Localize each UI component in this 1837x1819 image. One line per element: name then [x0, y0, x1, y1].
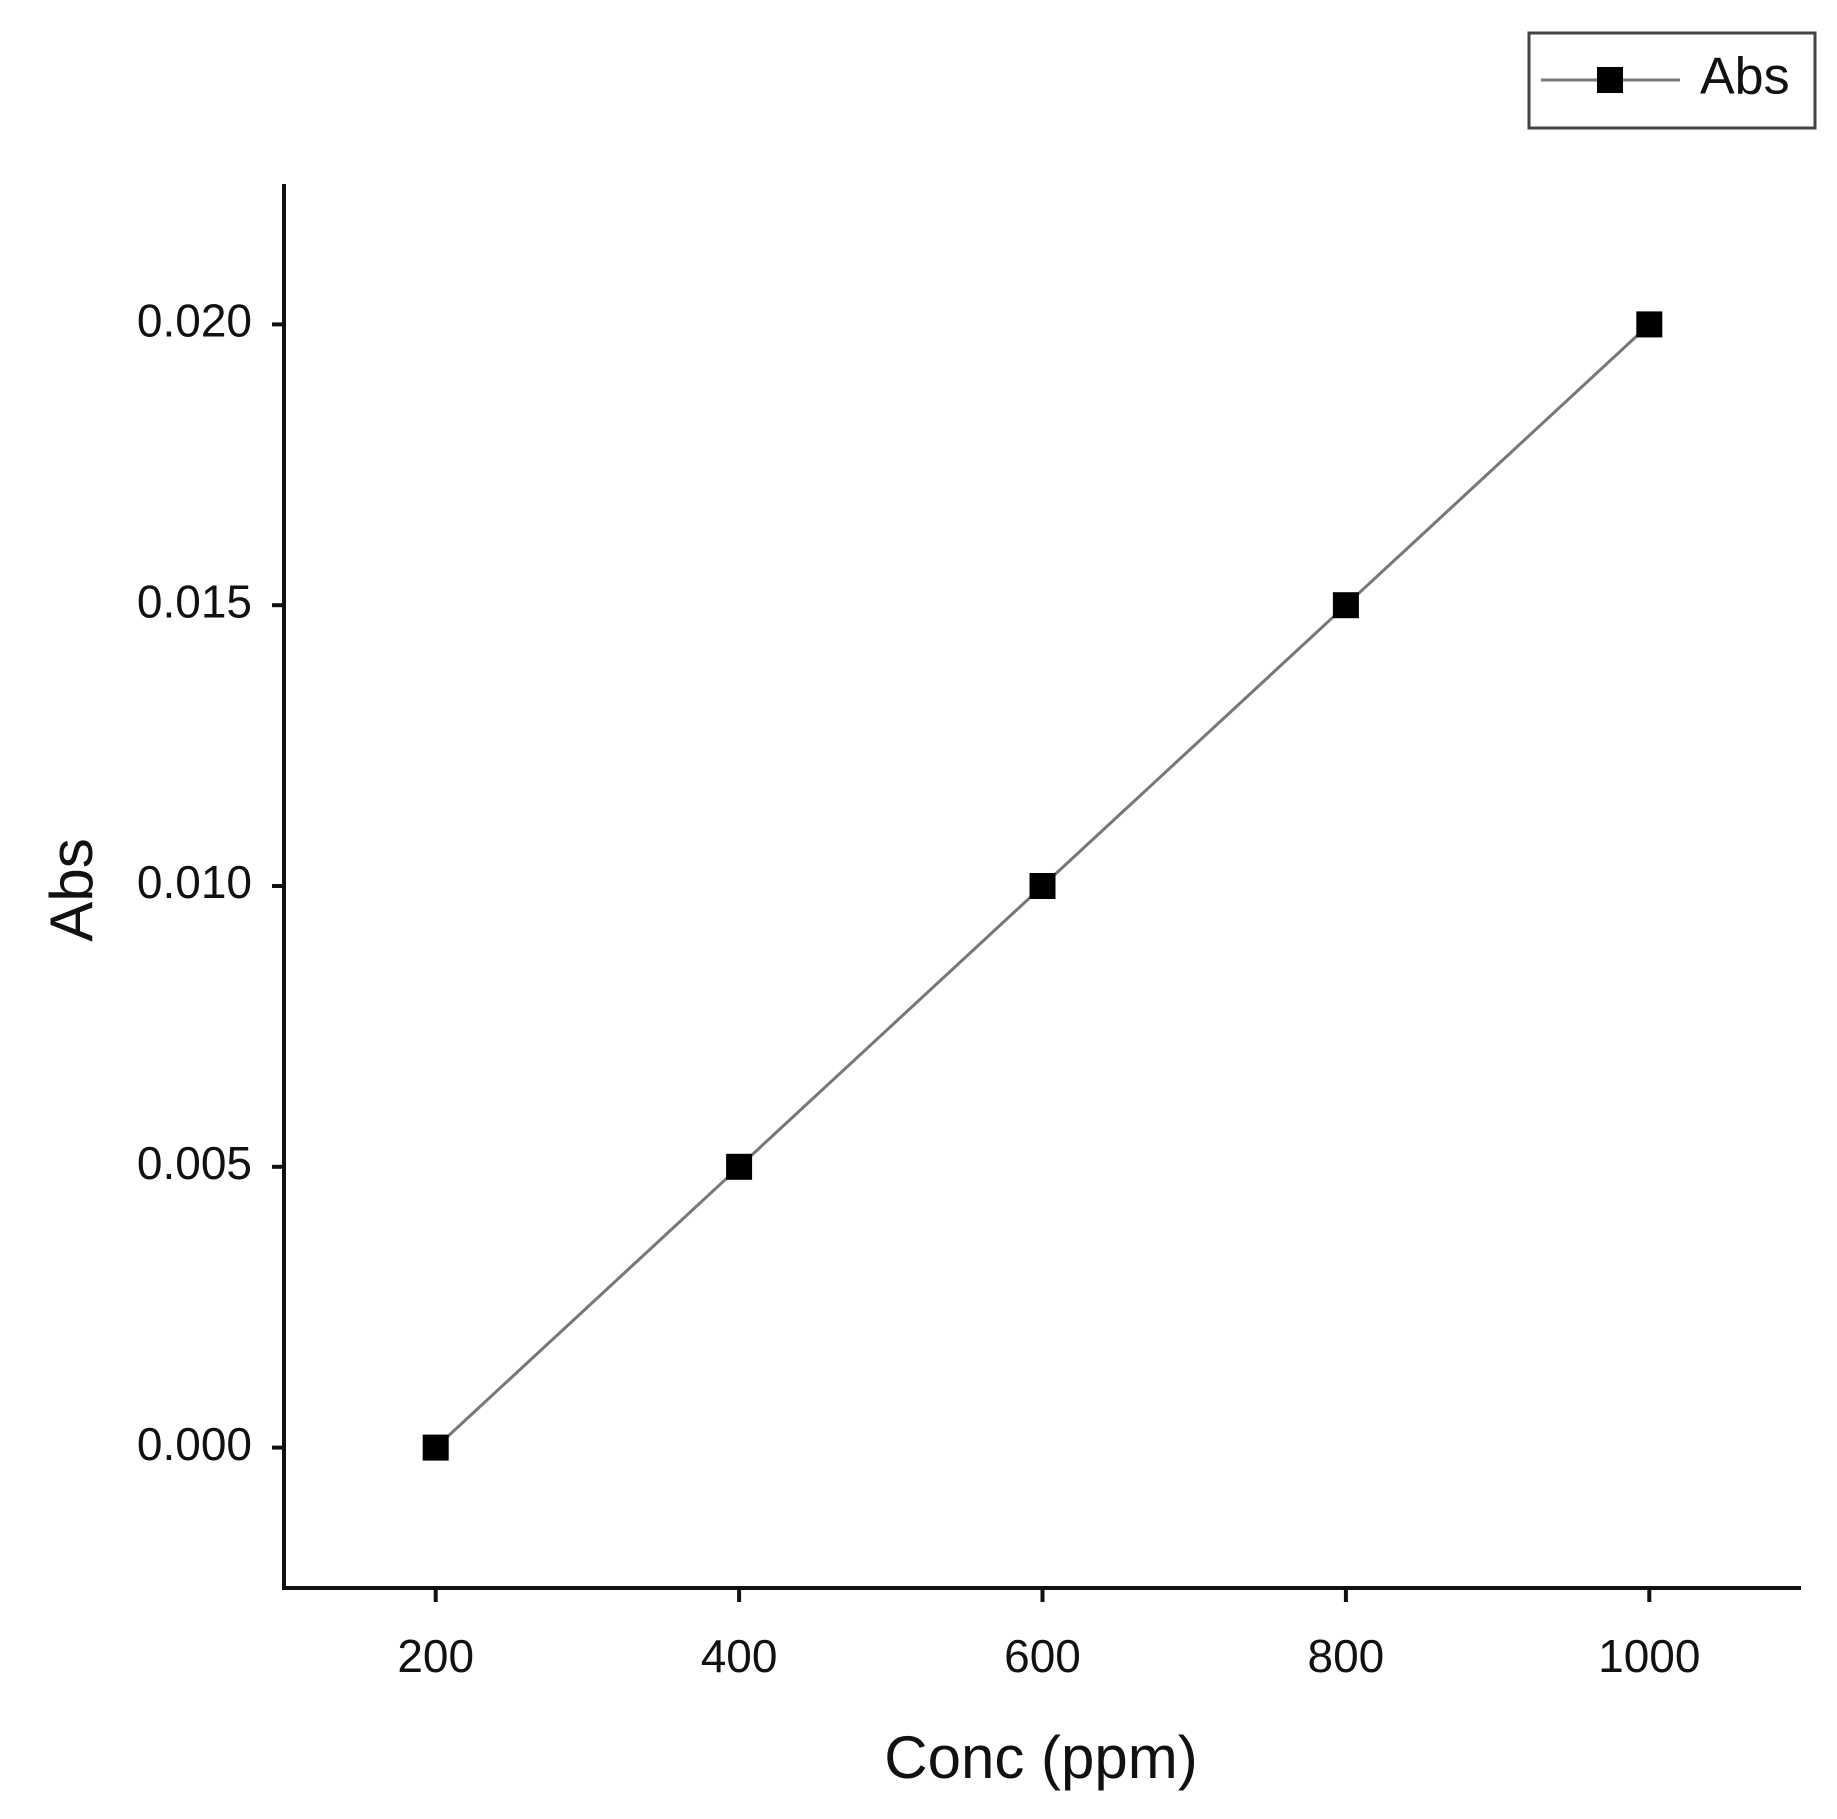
marker — [1332, 592, 1359, 619]
y-tick-label: 0.005 — [137, 1137, 252, 1189]
x-tick-label: 200 — [397, 1630, 474, 1682]
y-axis-title: Abs — [38, 838, 105, 941]
y-tick-label: 0.010 — [137, 856, 252, 908]
x-tick-label: 600 — [1004, 1630, 1081, 1682]
y-tick-label: 0.020 — [137, 295, 252, 347]
legend-marker — [1597, 67, 1623, 93]
y-tick-label: 0.000 — [137, 1418, 252, 1470]
marker — [422, 1434, 449, 1461]
y-tick-label: 0.015 — [137, 575, 252, 627]
x-tick-label: 400 — [701, 1630, 778, 1682]
x-tick-label: 1000 — [1598, 1630, 1700, 1682]
x-tick-label: 800 — [1308, 1630, 1385, 1682]
marker — [726, 1153, 753, 1180]
x-axis-title: Conc (ppm) — [884, 1724, 1197, 1791]
marker — [1636, 311, 1663, 338]
marker — [1029, 873, 1056, 899]
legend-label: Abs — [1700, 48, 1790, 106]
